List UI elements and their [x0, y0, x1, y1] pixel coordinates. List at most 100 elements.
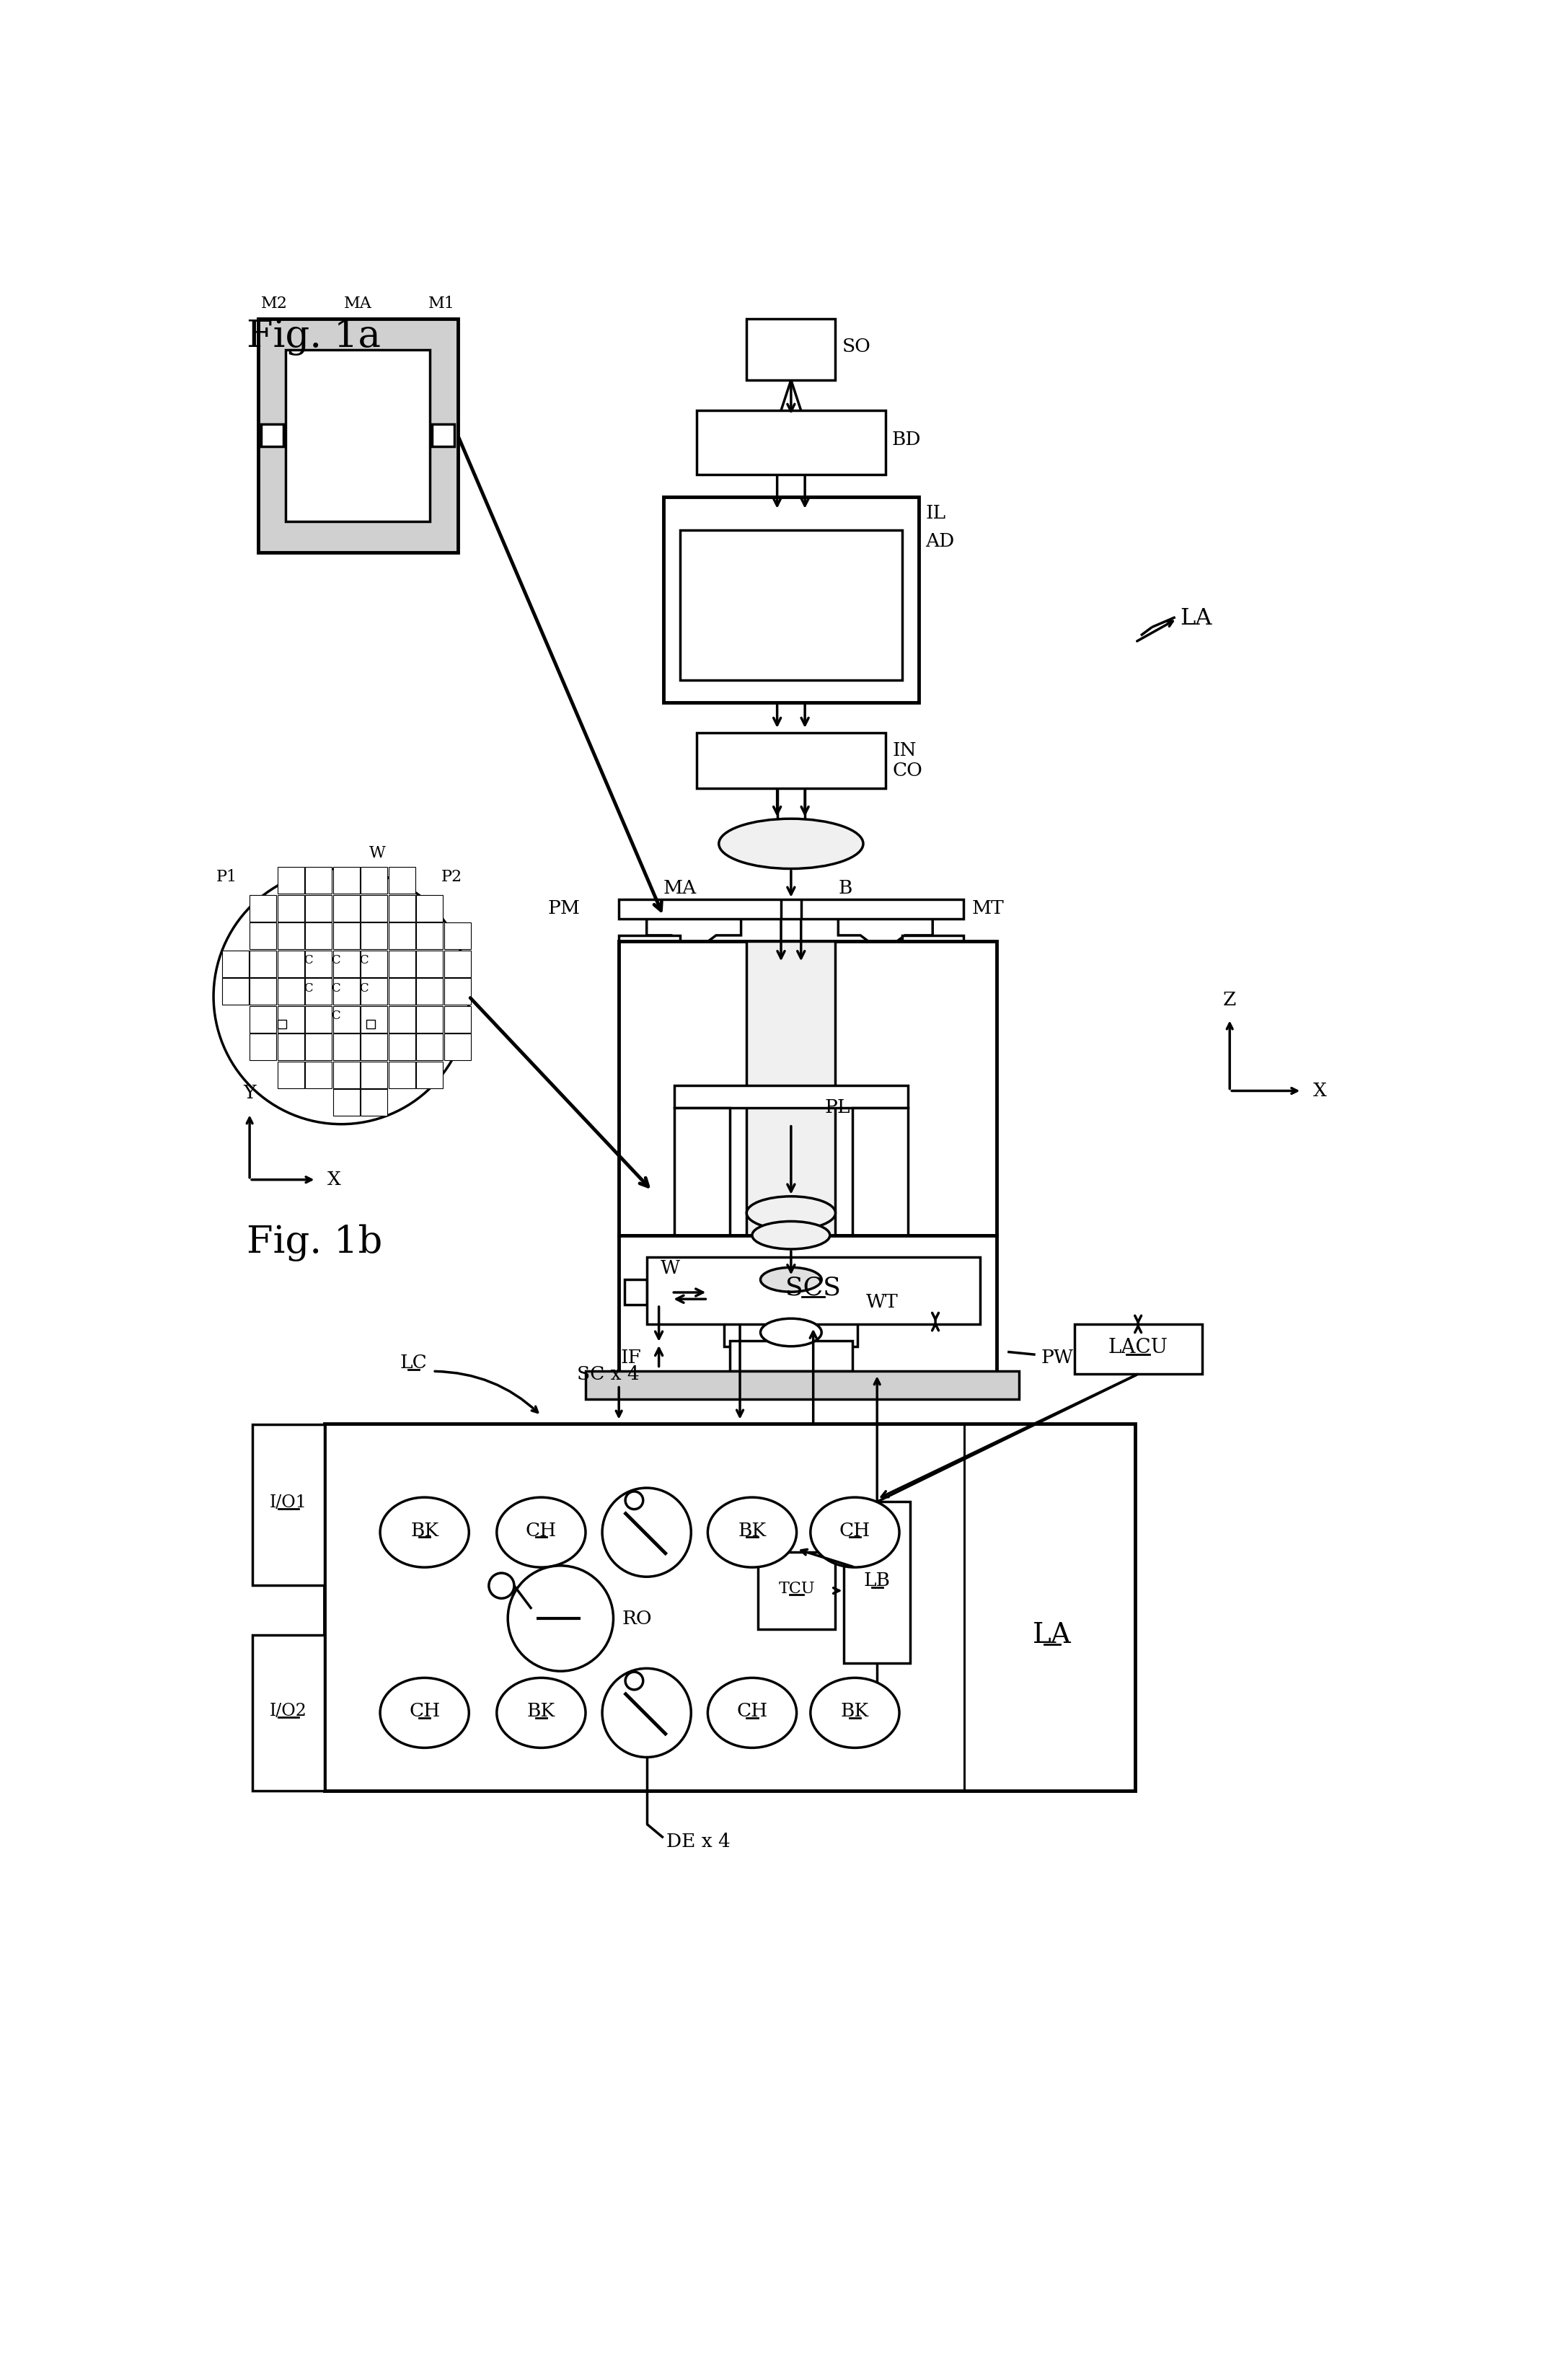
Text: C: C	[358, 954, 367, 966]
Text: CH: CH	[840, 1521, 871, 1540]
Bar	[389, 1061, 415, 1088]
Bar	[417, 1033, 443, 1061]
Text: C: C	[303, 983, 312, 995]
Bar	[747, 319, 835, 381]
Bar	[306, 1061, 332, 1088]
Bar	[902, 935, 963, 1107]
Bar	[250, 1033, 276, 1061]
Bar	[417, 923, 443, 950]
Bar	[585, 1371, 1019, 1399]
Bar	[306, 866, 332, 895]
Bar	[664, 497, 919, 702]
Text: C: C	[358, 983, 367, 995]
Bar	[361, 950, 388, 976]
Text: BK: BK	[411, 1521, 438, 1540]
Text: MA: MA	[664, 878, 696, 897]
Bar	[222, 950, 249, 976]
Bar	[445, 923, 471, 950]
Text: BK: BK	[841, 1702, 869, 1721]
Bar	[636, 969, 664, 1064]
Bar	[361, 1033, 388, 1061]
Bar	[919, 969, 946, 1064]
Text: X: X	[327, 1171, 341, 1188]
Bar	[619, 900, 963, 919]
Ellipse shape	[811, 1678, 899, 1747]
Bar	[306, 1033, 332, 1061]
Ellipse shape	[747, 1197, 835, 1230]
Bar	[334, 1090, 360, 1116]
Bar	[324, 1423, 1135, 1790]
Bar	[389, 1007, 415, 1033]
Text: SCS: SCS	[786, 1276, 841, 1299]
Bar	[334, 978, 360, 1004]
Ellipse shape	[497, 1678, 585, 1747]
Bar	[445, 1007, 471, 1033]
Text: C: C	[330, 983, 340, 995]
Text: X: X	[1312, 1083, 1326, 1100]
Bar	[675, 1085, 908, 1107]
Bar	[361, 978, 388, 1004]
Bar	[222, 978, 249, 1004]
Text: Y: Y	[244, 1083, 256, 1102]
Text: BK: BK	[527, 1702, 556, 1721]
Bar	[696, 733, 885, 788]
Bar	[417, 950, 443, 976]
Bar	[389, 866, 415, 895]
Bar	[1075, 1323, 1201, 1373]
Bar	[361, 895, 388, 921]
Ellipse shape	[720, 819, 863, 869]
Text: TCU: TCU	[778, 1580, 815, 1597]
Bar	[278, 923, 304, 950]
Bar	[389, 978, 415, 1004]
Text: CH: CH	[409, 1702, 440, 1721]
Bar	[278, 895, 304, 921]
Bar	[389, 1033, 415, 1061]
Bar	[647, 1280, 672, 1304]
Text: C: C	[330, 954, 340, 966]
Text: Fig. 1b: Fig. 1b	[247, 1223, 383, 1261]
Bar	[250, 978, 276, 1004]
Text: LA: LA	[1033, 1621, 1072, 1649]
Bar	[361, 866, 388, 895]
Bar	[852, 1107, 908, 1235]
Ellipse shape	[752, 1221, 829, 1250]
Text: P1: P1	[216, 869, 238, 885]
Text: C: C	[330, 1009, 340, 1021]
Bar	[306, 1007, 332, 1033]
Bar	[730, 1340, 852, 1371]
Text: M2: M2	[261, 295, 287, 312]
Bar	[306, 895, 332, 921]
Bar	[334, 1007, 360, 1033]
Bar	[306, 950, 332, 976]
Bar	[696, 409, 885, 474]
Bar	[624, 1280, 647, 1304]
Bar	[417, 978, 443, 1004]
Bar	[250, 895, 276, 921]
Circle shape	[625, 1492, 644, 1509]
Bar	[261, 424, 284, 447]
Ellipse shape	[602, 1668, 692, 1756]
Ellipse shape	[761, 1269, 821, 1292]
Text: M1: M1	[429, 295, 455, 312]
Bar	[334, 950, 360, 976]
Text: PL: PL	[824, 1100, 849, 1116]
Ellipse shape	[508, 1566, 613, 1671]
Bar	[445, 950, 471, 976]
Text: I/O2: I/O2	[270, 1702, 307, 1718]
Text: IL: IL	[925, 505, 945, 521]
Text: PW: PW	[1041, 1349, 1073, 1366]
Bar	[306, 978, 332, 1004]
Text: CH: CH	[525, 1521, 557, 1540]
Text: MT: MT	[971, 900, 1004, 919]
Bar	[286, 350, 431, 521]
Bar	[278, 1007, 304, 1033]
Bar	[963, 1423, 965, 1790]
Bar	[445, 978, 471, 1004]
Text: LACU: LACU	[1109, 1338, 1167, 1357]
Bar	[619, 935, 679, 1107]
Text: AD: AD	[925, 533, 954, 550]
Bar	[445, 1033, 471, 1061]
Text: BK: BK	[738, 1521, 766, 1540]
Text: DE x 4: DE x 4	[665, 1833, 730, 1852]
Ellipse shape	[761, 1319, 821, 1347]
